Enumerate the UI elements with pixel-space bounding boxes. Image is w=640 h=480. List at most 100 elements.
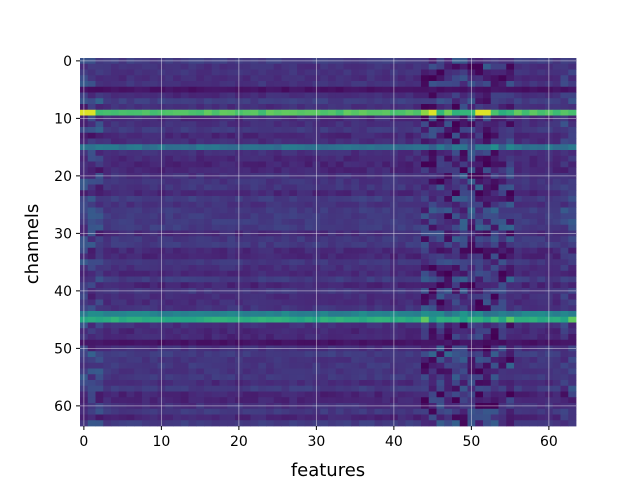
heatmap-cell [366,190,375,197]
heatmap-cell [180,81,189,88]
heatmap-cell [281,408,290,415]
heatmap-cell [219,190,228,197]
heatmap-cell [103,351,112,358]
heatmap-cell [242,270,251,277]
heatmap-cell [273,167,282,174]
heatmap-cell [87,92,96,99]
heatmap-cell [444,109,453,116]
heatmap-cell [211,207,220,214]
heatmap-cell [142,305,151,312]
heatmap-cell [490,282,499,289]
heatmap-cell [529,224,538,231]
heatmap-cell [537,201,546,208]
heatmap-cell [196,322,205,329]
heatmap-cell [452,385,461,392]
heatmap-cell [374,184,383,191]
heatmap-cell [320,362,329,369]
heatmap-cell [103,414,112,421]
heatmap-cell [328,98,337,105]
heatmap-cell [266,219,275,226]
heatmap-cell [173,219,182,226]
heatmap-cell [560,127,569,134]
heatmap-cell [297,127,306,134]
heatmap-cell [343,81,352,88]
heatmap-cell [498,127,507,134]
heatmap-cell [118,299,127,306]
heatmap-cell [568,92,577,99]
heatmap-cell [343,207,352,214]
heatmap-cell [514,144,523,151]
heatmap-cell [405,201,414,208]
heatmap-cell [436,368,445,375]
heatmap-cell [374,86,383,93]
heatmap-cell [258,150,267,157]
heatmap-cell [118,253,127,260]
heatmap-cell [444,150,453,157]
heatmap-cell [359,374,368,381]
heatmap-cell [568,132,577,139]
heatmap-cell [134,167,143,174]
heatmap-cell [103,357,112,364]
heatmap-cell [382,385,391,392]
heatmap-cell [343,75,352,82]
heatmap-cell [506,414,515,421]
heatmap-cell [204,316,213,323]
heatmap-cell [173,69,182,76]
heatmap-cell [126,98,135,105]
heatmap-cell [111,224,120,231]
heatmap-cell [537,109,546,116]
heatmap-cell [281,201,290,208]
heatmap-cell [219,328,228,335]
heatmap-cell [297,63,306,70]
heatmap-cell [537,224,546,231]
heatmap-cell [118,414,127,421]
heatmap-cell [552,161,561,168]
heatmap-cell [428,219,437,226]
heatmap-cell [514,334,523,341]
heatmap-cell [173,293,182,300]
heatmap-cell [204,213,213,220]
heatmap-cell [521,253,530,260]
heatmap-cell [320,201,329,208]
heatmap-cell [366,86,375,93]
heatmap-cell [103,127,112,134]
heatmap-cell [188,316,197,323]
heatmap-cell [560,265,569,272]
heatmap-cell [405,224,414,231]
heatmap-cell [87,213,96,220]
heatmap-cell [111,207,120,214]
heatmap-cell [227,253,236,260]
heatmap-cell [134,155,143,162]
heatmap-cell [359,339,368,346]
heatmap-cell [514,132,523,139]
heatmap-cell [134,357,143,364]
heatmap-cell [126,397,135,404]
heatmap-cell [506,138,515,145]
heatmap-cell [304,161,313,168]
heatmap-cell [219,75,228,82]
heatmap-cell [560,351,569,358]
heatmap-cell [258,155,267,162]
heatmap-cell [537,311,546,318]
heatmap-cell [211,138,220,145]
heatmap-cell [297,397,306,404]
heatmap-cell [552,316,561,323]
heatmap-cell [304,316,313,323]
heatmap-cell [537,213,546,220]
heatmap-cell [320,98,329,105]
x-tick-label: 40 [385,434,403,450]
heatmap-cell [498,322,507,329]
heatmap-cell [134,138,143,145]
heatmap-cell [421,339,430,346]
heatmap-cell [560,86,569,93]
heatmap-cell [266,265,275,272]
heatmap-cell [328,121,337,128]
heatmap-cell [266,397,275,404]
heatmap-cell [374,75,383,82]
heatmap-cell [490,408,499,415]
heatmap-cell [514,242,523,249]
heatmap-cell [521,362,530,369]
heatmap-cell [242,380,251,387]
heatmap-cell [421,155,430,162]
heatmap-cell [219,391,228,398]
